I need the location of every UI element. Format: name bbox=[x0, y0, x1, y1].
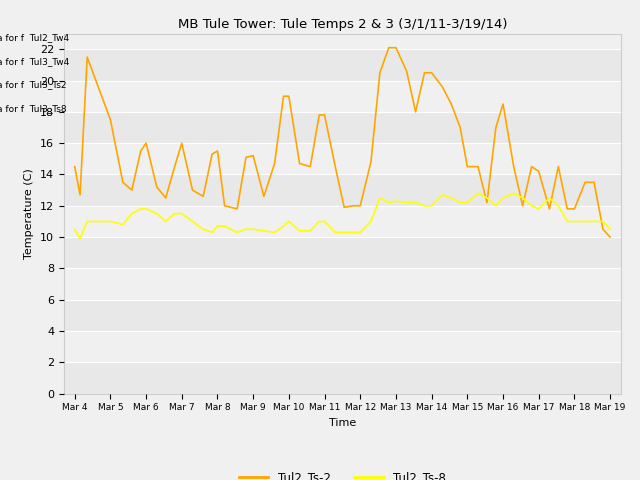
Title: MB Tule Tower: Tule Temps 2 & 3 (3/1/11-3/19/14): MB Tule Tower: Tule Temps 2 & 3 (3/1/11-… bbox=[178, 18, 507, 31]
Bar bbox=[64, 237, 621, 268]
Bar bbox=[64, 81, 621, 112]
Bar bbox=[64, 49, 621, 81]
Text: No data for f  Tul2_Tw4: No data for f Tul2_Tw4 bbox=[0, 34, 69, 43]
Legend: Tul2_Ts-2, Tul2_Ts-8: Tul2_Ts-2, Tul2_Ts-8 bbox=[234, 466, 451, 480]
Bar bbox=[64, 174, 621, 206]
Bar bbox=[64, 362, 621, 394]
Text: No data for f  Tul3_Ts2: No data for f Tul3_Ts2 bbox=[0, 80, 67, 89]
Bar bbox=[64, 300, 621, 331]
Text: No data for f  Tul3_Ts8: No data for f Tul3_Ts8 bbox=[0, 104, 67, 113]
Bar bbox=[64, 206, 621, 237]
Text: No data for f  Tul3_Tw4: No data for f Tul3_Tw4 bbox=[0, 57, 69, 66]
Bar bbox=[64, 331, 621, 362]
Bar bbox=[64, 268, 621, 300]
X-axis label: Time: Time bbox=[329, 418, 356, 428]
Bar bbox=[64, 143, 621, 174]
Bar bbox=[64, 112, 621, 143]
Y-axis label: Temperature (C): Temperature (C) bbox=[24, 168, 35, 259]
